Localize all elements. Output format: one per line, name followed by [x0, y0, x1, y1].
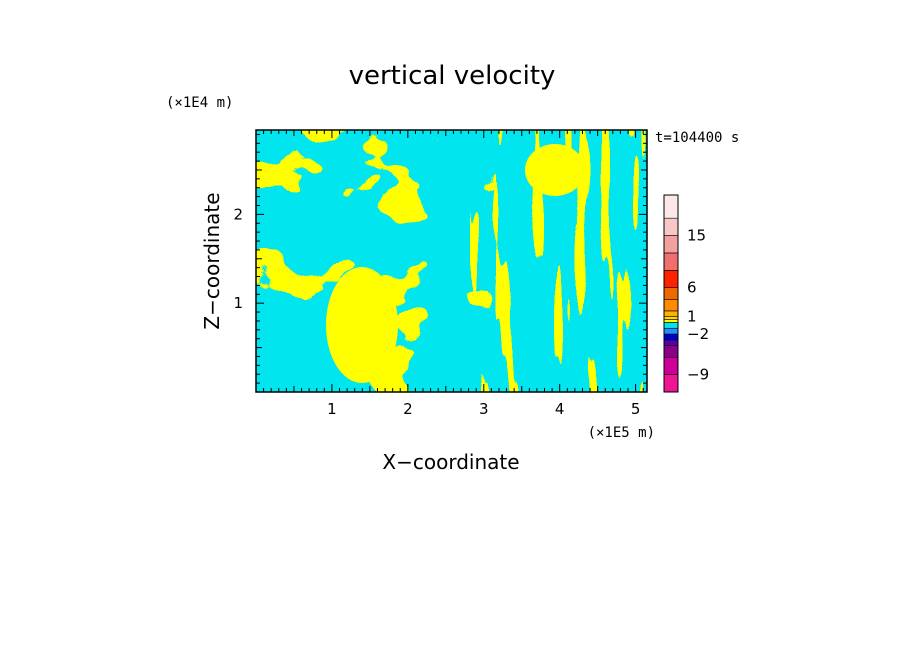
y-tick-label: 1	[233, 294, 243, 312]
y-tick-label: 2	[233, 205, 243, 223]
velocity-field	[256, 130, 647, 392]
x-tick-label: 4	[555, 400, 565, 418]
chart-title: vertical velocity	[349, 61, 556, 91]
y-scale-label: (×1E4 m)	[166, 95, 233, 111]
colorbar-level	[663, 374, 679, 393]
x-tick-label: 3	[479, 400, 489, 418]
colorbar-level	[663, 217, 679, 236]
colorbar-level	[663, 322, 679, 329]
colorbar-tick-label: 15	[687, 227, 706, 245]
y-axis-title: Z−coordinate	[200, 192, 224, 329]
plot-frame	[255, 129, 648, 393]
x-tick-label: 1	[327, 400, 337, 418]
x-axis-title: X−coordinate	[382, 450, 519, 474]
x-tick-label: 5	[631, 400, 641, 418]
colorbar-tick-label: −9	[687, 366, 709, 384]
colorbar-level	[663, 356, 679, 375]
y-axis: 12	[233, 133, 647, 384]
colorbar-level	[663, 316, 679, 320]
colorbar-tick-label: −2	[687, 325, 709, 343]
colorbar-level	[663, 333, 679, 341]
colorbar-level	[663, 310, 679, 317]
colorbar-level	[663, 287, 679, 300]
colorbar: 15 6 1−2 −9	[663, 194, 709, 393]
time-label: t=104400 s	[655, 130, 739, 146]
positive-cell-upper	[525, 144, 585, 196]
colorbar-level	[663, 327, 679, 335]
x-tick-label: 2	[403, 400, 413, 418]
colorbar-level	[663, 235, 679, 254]
colorbar-tick-label: 6	[687, 279, 697, 297]
colorbar-frame	[663, 194, 679, 393]
colorbar-tick-label: 1	[687, 308, 697, 326]
colorbar-level	[663, 339, 679, 346]
colorbar-level	[663, 298, 679, 312]
colorbar-level	[663, 252, 679, 271]
positive-cell-lower	[326, 267, 398, 383]
colorbar-level	[663, 270, 679, 289]
x-scale-label: (×1E5 m)	[588, 425, 655, 441]
colorbar-level	[663, 194, 679, 219]
x-axis: 1 2 3 4 5	[263, 130, 644, 418]
colorbar-level	[663, 319, 679, 323]
colorbar-level	[663, 345, 679, 358]
